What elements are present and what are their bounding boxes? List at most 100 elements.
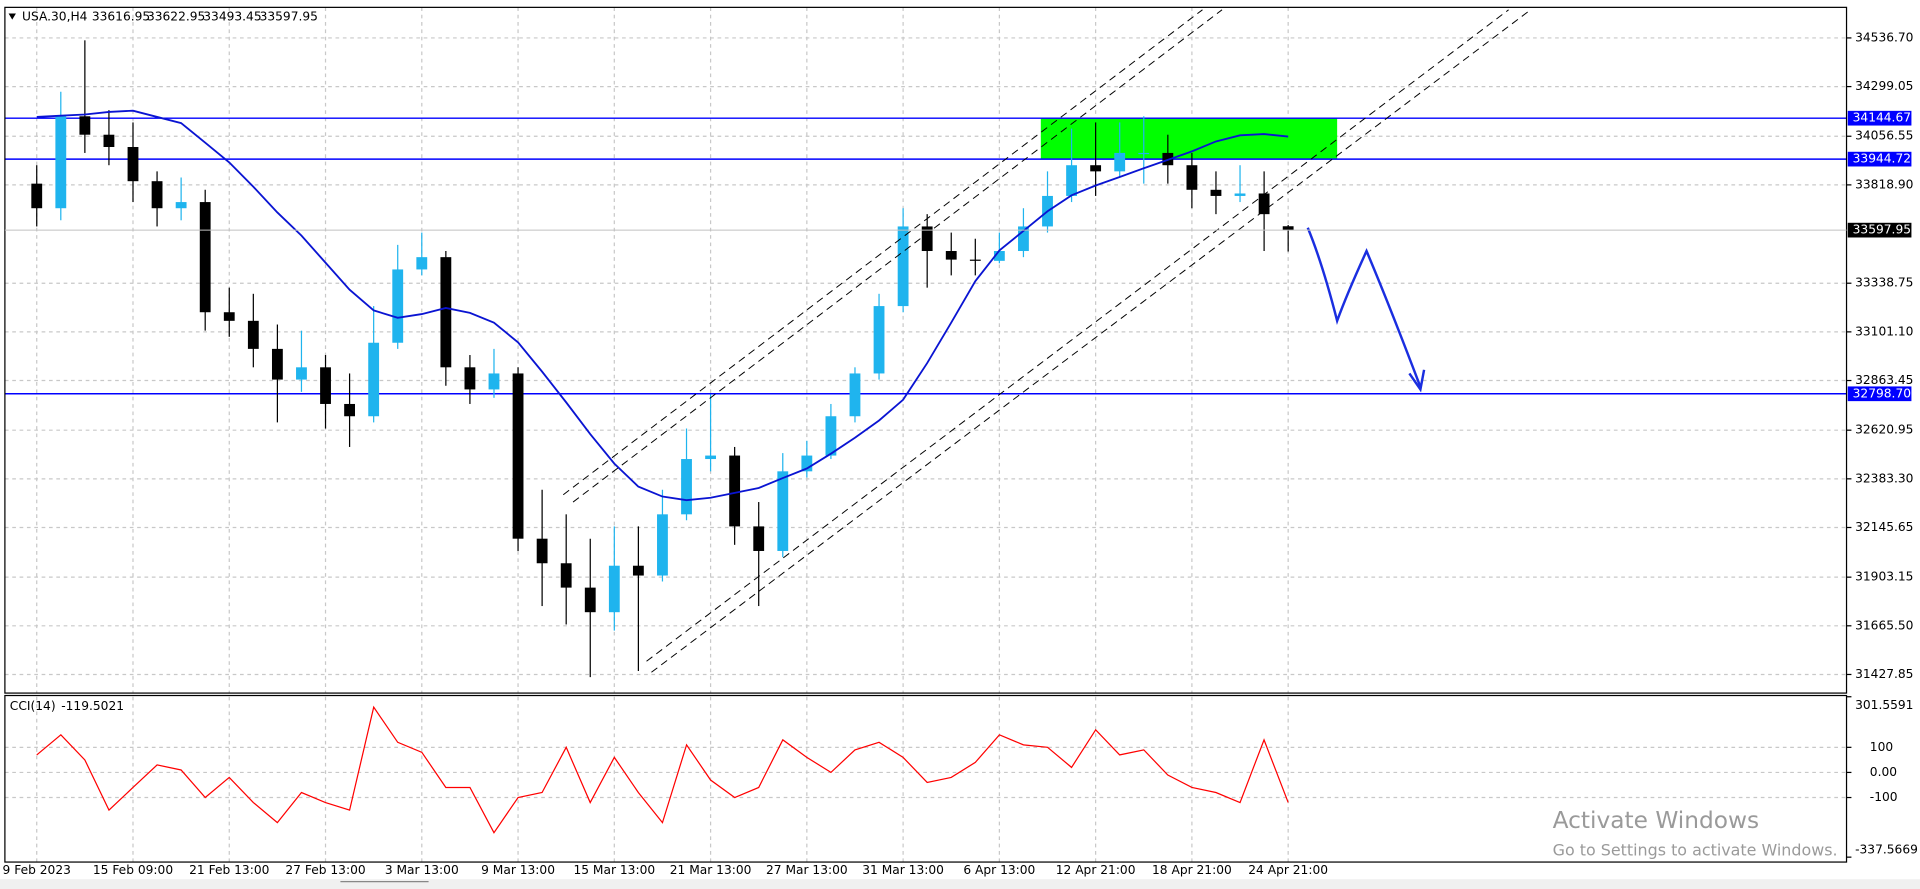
y-tick-label: 32145.65 — [1855, 520, 1913, 534]
y-tick-label: -337.5669 — [1855, 842, 1918, 856]
candle-body — [777, 471, 789, 551]
candle-body — [103, 134, 115, 147]
x-tick-label: 6 Apr 13:00 — [963, 863, 1035, 877]
last-low: 33493.45 — [203, 10, 261, 24]
channel — [562, 9, 1531, 673]
candle-body — [223, 312, 235, 321]
y-tick-label: 0.00 — [1870, 765, 1897, 779]
candle-body — [320, 367, 331, 404]
x-tick-label: 9 Mar 13:00 — [481, 863, 555, 877]
candle-body — [801, 455, 813, 472]
candle-body — [1282, 226, 1294, 231]
candle-body — [536, 538, 548, 564]
cci-line — [36, 705, 1289, 834]
y-tick-label: 33818.90 — [1855, 177, 1913, 191]
cci-label: CCI(14) — [10, 699, 56, 713]
h-line-label: 32798.70 — [1853, 386, 1911, 400]
candle-body — [608, 565, 620, 613]
candle-body — [416, 257, 428, 270]
menu-arrow[interactable] — [8, 13, 16, 20]
channel-line — [646, 9, 1509, 662]
price-pane — [4, 6, 1848, 694]
y-tick-label: 31903.15 — [1855, 570, 1913, 584]
last-close: 33597.95 — [260, 10, 318, 24]
arrow-head — [1408, 369, 1426, 393]
candle-body — [199, 202, 211, 313]
watermark-subtitle: Go to Settings to activate Windows. — [1553, 841, 1838, 860]
candle-body — [1114, 152, 1126, 172]
candle-body — [31, 183, 43, 209]
candle-body — [1210, 189, 1222, 196]
candle-body — [1234, 193, 1246, 196]
candle-body — [1258, 193, 1270, 215]
watermark-title: Activate Windows — [1553, 807, 1759, 834]
candle-body — [729, 455, 741, 527]
x-tick-label: 27 Mar 13:00 — [766, 863, 848, 877]
cci-pane — [4, 694, 1848, 863]
candle-body — [247, 320, 259, 349]
candle-body — [849, 373, 861, 417]
grid-layer — [4, 7, 1847, 863]
candle-body — [921, 226, 933, 252]
x-tick-label: 3 Mar 13:00 — [385, 863, 459, 877]
h-line-label: 33944.72 — [1853, 152, 1911, 166]
arrow-path — [1306, 227, 1422, 388]
candle-body — [632, 565, 644, 576]
candle-body — [296, 367, 307, 380]
x-tick-label: 31 Mar 13:00 — [862, 863, 944, 877]
candle-body — [175, 202, 187, 209]
h-line-box — [1847, 386, 1912, 402]
candle-body — [825, 416, 837, 456]
x-tick-label: 15 Mar 13:00 — [573, 863, 655, 877]
x-tick-label: 21 Feb 13:00 — [189, 863, 269, 877]
candle-body — [271, 348, 283, 380]
channel-line — [572, 9, 1223, 503]
candle-body — [993, 251, 1005, 261]
candle-body — [753, 526, 765, 551]
moving-average — [36, 109, 1289, 502]
y-tick-label: 34299.05 — [1855, 79, 1913, 93]
y-tick-label: 34536.70 — [1855, 30, 1913, 44]
y-tick-label: 301.5591 — [1855, 698, 1913, 712]
h-line-box — [1847, 151, 1912, 167]
candle-body — [657, 514, 668, 576]
h-line-box — [1847, 110, 1912, 126]
y-tick-label: 33338.75 — [1855, 276, 1913, 290]
symbol-label: USA.30,H4 — [22, 10, 88, 24]
candle-body — [1066, 165, 1077, 196]
y-tick-label: 34056.55 — [1855, 129, 1913, 143]
forecast-arrow — [1306, 227, 1426, 393]
candle-body — [681, 459, 692, 515]
x-tick-label: 21 Mar 13:00 — [670, 863, 752, 877]
candle-body — [897, 226, 909, 307]
x-tick-label: 24 Apr 21:00 — [1248, 863, 1328, 877]
candle-body — [705, 455, 716, 460]
candle-body — [584, 587, 596, 613]
candle-body — [368, 342, 380, 417]
y-tick-label: 31427.85 — [1855, 667, 1913, 681]
candle-body — [560, 563, 572, 588]
x-tick-label: 12 Apr 21:00 — [1056, 863, 1136, 877]
y-tick-label: 32383.30 — [1855, 471, 1913, 485]
scrollbar[interactable] — [0, 879, 1920, 889]
y-tick-label: 32620.95 — [1855, 423, 1913, 437]
candle-body — [79, 116, 91, 135]
cci-value: -119.5021 — [61, 699, 124, 713]
candle-body — [873, 306, 885, 374]
candle-body — [488, 373, 500, 390]
y-tick-label: 33101.10 — [1855, 324, 1913, 338]
candle-body — [55, 116, 67, 209]
candle-body — [1138, 152, 1150, 155]
y-tick-label: -100 — [1870, 790, 1898, 804]
marks-layer — [31, 40, 1294, 834]
candle-body — [1186, 165, 1198, 190]
candle-body — [392, 269, 404, 343]
y-tick-label: 100 — [1870, 740, 1893, 754]
candle-body — [127, 146, 139, 182]
h-line-label: 34144.67 — [1853, 111, 1911, 125]
y-tick-label: 31665.50 — [1855, 618, 1913, 632]
candle-body — [945, 251, 957, 260]
